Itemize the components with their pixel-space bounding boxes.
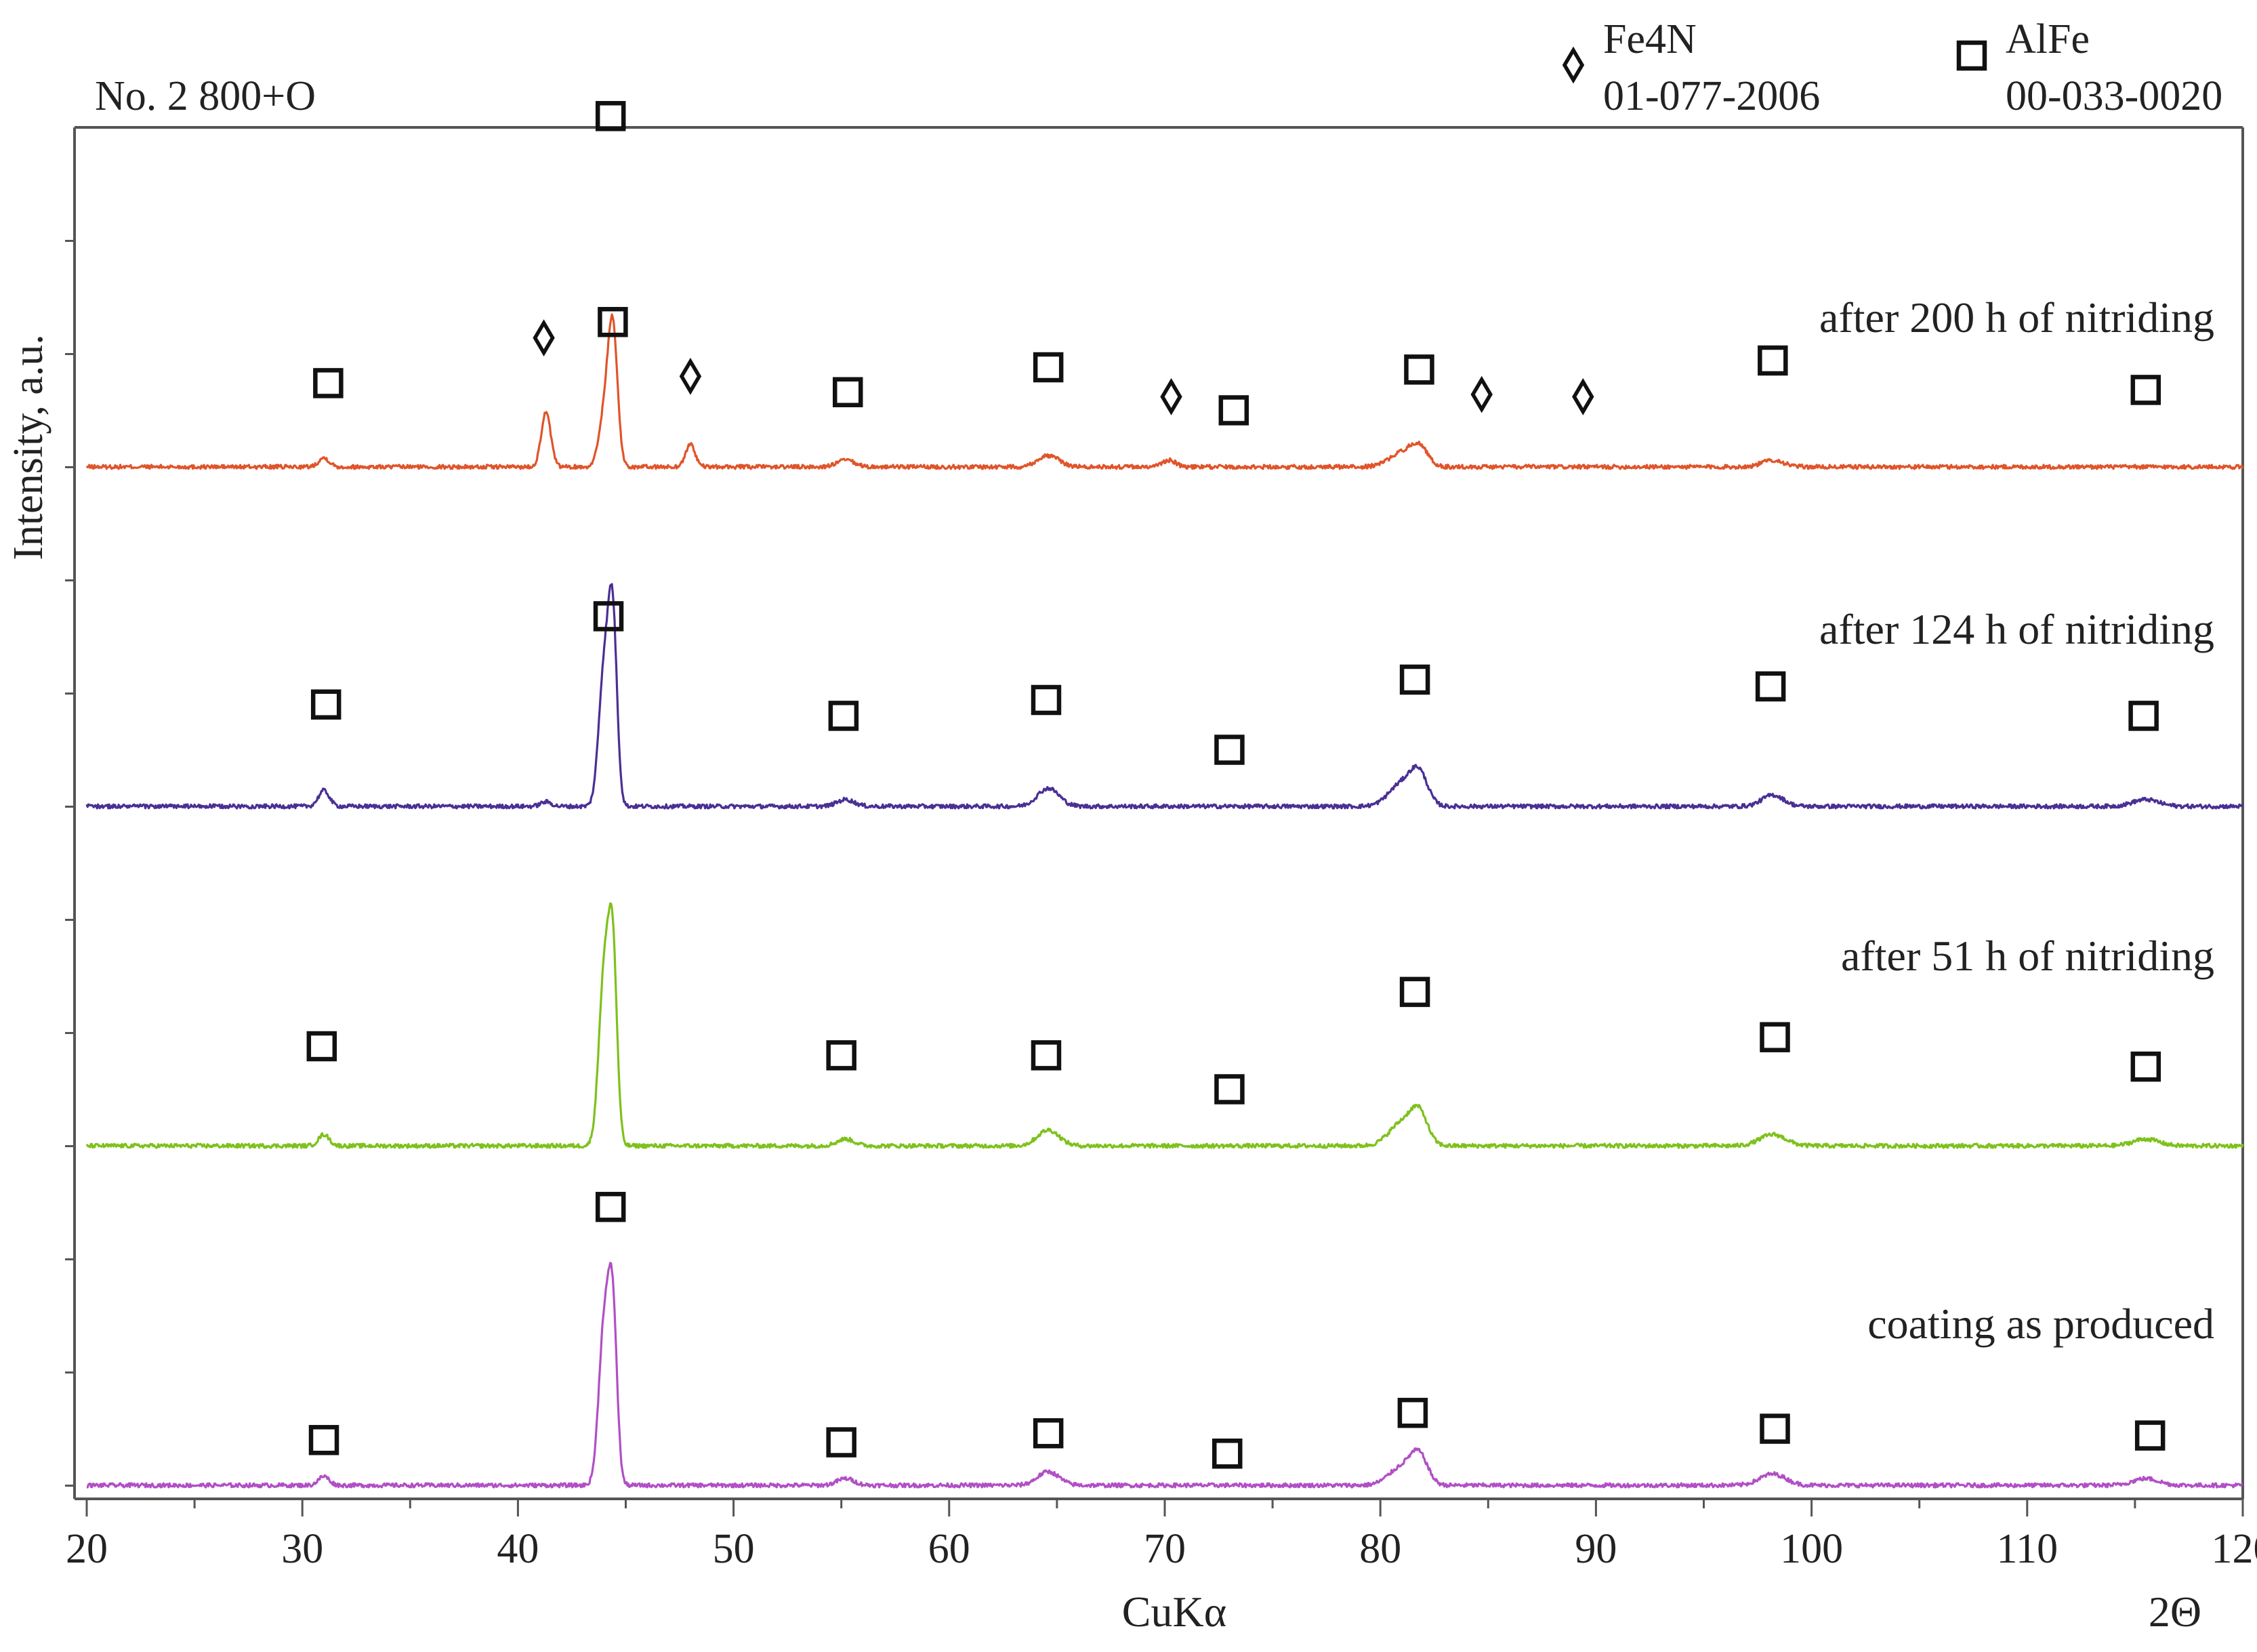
alfe-square-marker: [1212, 1438, 1243, 1469]
alfe-square-marker: [1218, 395, 1249, 426]
alfe-square-marker: [598, 306, 628, 337]
alfe-square-marker: [1397, 1397, 1428, 1428]
sample-label: No. 2 800+O: [95, 73, 316, 119]
alfe-square-marker: [2130, 1051, 2161, 1082]
alfe-square-marker: [1399, 664, 1430, 695]
fe4n-diamond-marker: [679, 357, 702, 395]
alfe-square-marker: [1758, 345, 1788, 376]
alfe-square-marker: [1760, 1022, 1790, 1052]
x-tick-label: 40: [497, 1526, 539, 1572]
alfe-square-marker: [832, 377, 863, 408]
alfe-square-marker: [308, 1424, 339, 1455]
legend-name-alfe: AlFe: [2006, 16, 2090, 62]
fe4n-diamond-marker: [1572, 378, 1594, 415]
legend: Fe4N 01-077-2006 AlFe 00-033-0020: [1562, 16, 2222, 119]
series-label-51h: after 51 h of nitriding: [1841, 932, 2214, 980]
series-trace-2: [85, 902, 2244, 1149]
series-label-124h: after 124 h of nitriding: [1819, 605, 2214, 653]
phase-markers: [306, 101, 2166, 1469]
x-tick-label: 30: [281, 1526, 323, 1572]
alfe-square-marker: [1755, 671, 1786, 702]
series-trace-3: [86, 1262, 2243, 1489]
legend-card-fe4n: 01-077-2006: [1603, 73, 1820, 119]
legend-square-symbol: [1956, 40, 1987, 71]
x-tick-label: 60: [928, 1526, 970, 1572]
alfe-square-marker: [1031, 684, 1062, 716]
alfe-square-marker: [1214, 735, 1245, 765]
x-tick-label: 80: [1359, 1526, 1401, 1572]
legend-diamond-symbol: [1562, 46, 1585, 84]
alfe-square-marker: [306, 1031, 337, 1062]
alfe-square-marker: [310, 689, 341, 720]
alfe-square-marker: [826, 1427, 856, 1458]
x-tick-label: 20: [66, 1526, 108, 1572]
x-tick-label: 90: [1575, 1526, 1617, 1572]
alfe-square-marker: [2128, 701, 2159, 731]
alfe-square-marker: [2130, 375, 2161, 405]
series-label-as-produced: coating as produced: [1867, 1300, 2214, 1348]
fe4n-diamond-marker: [1470, 375, 1493, 413]
alfe-square-marker: [1399, 976, 1430, 1008]
x-axis-label-right: 2Θ: [2149, 1588, 2201, 1636]
alfe-square-marker: [595, 1191, 626, 1222]
alfe-square-marker: [313, 368, 344, 398]
axis-ticks: 20 30 40 50 60 70 80 90 100 110 120: [65, 240, 2257, 1572]
plot-frame: [73, 126, 2244, 1500]
series-label-200h: after 200 h of nitriding: [1819, 293, 2214, 342]
diffraction-traces: [85, 313, 2244, 1489]
alfe-square-marker: [1404, 354, 1434, 385]
legend-card-alfe: 00-033-0020: [2006, 73, 2222, 119]
alfe-square-marker: [1031, 1040, 1062, 1071]
alfe-square-marker: [1033, 352, 1064, 383]
x-tick-label: 50: [713, 1526, 755, 1572]
y-axis-label: Intensity, a.u.: [5, 334, 51, 560]
x-tick-label: 70: [1144, 1526, 1186, 1572]
fe4n-diamond-marker: [533, 319, 555, 357]
alfe-square-marker: [826, 1040, 856, 1071]
fe4n-diamond-marker: [1160, 378, 1182, 415]
alfe-square-marker: [1033, 1418, 1064, 1449]
legend-name-fe4n: Fe4N: [1603, 16, 1697, 62]
alfe-square-marker: [593, 601, 624, 632]
alfe-square-marker: [2134, 1420, 2166, 1451]
alfe-square-marker: [1760, 1413, 1790, 1444]
alfe-square-marker: [1214, 1074, 1245, 1104]
x-axis-label: CuKα: [1122, 1588, 1226, 1636]
alfe-square-marker: [595, 101, 626, 131]
x-tick-label: 100: [1780, 1526, 1843, 1572]
series-trace-1: [85, 583, 2244, 810]
series-trace-0: [85, 313, 2244, 470]
x-tick-label: 120: [2212, 1526, 2257, 1572]
x-tick-label: 110: [1996, 1526, 2058, 1572]
alfe-square-marker: [828, 701, 859, 731]
